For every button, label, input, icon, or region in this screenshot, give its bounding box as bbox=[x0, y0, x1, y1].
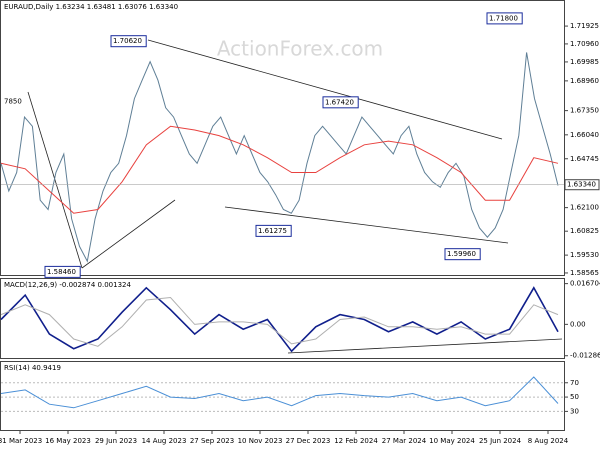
level-label: 1.71800 bbox=[489, 14, 518, 22]
y-tick-label: 1.66040 bbox=[570, 131, 599, 139]
y-tick-label: 1.59530 bbox=[570, 251, 599, 259]
price-line bbox=[0, 52, 559, 263]
last-price-label: 1.63340 bbox=[567, 181, 596, 189]
macd-title: MACD(12,26,9) -0.002874 0.001324 bbox=[4, 281, 131, 289]
level-box bbox=[486, 12, 523, 25]
y-tick-label: 1.58565 bbox=[570, 269, 599, 277]
x-tick-label: 12 Feb 2024 bbox=[334, 437, 378, 445]
level-label: 1.59960 bbox=[447, 250, 476, 258]
y-tick-label: 1.69985 bbox=[570, 58, 599, 66]
y-tick-label: 0.00 bbox=[570, 320, 586, 328]
y-tick-label: 1.64745 bbox=[570, 155, 599, 163]
moving-average-line bbox=[0, 125, 559, 214]
macd-line bbox=[0, 286, 559, 353]
level-label: 1.61275 bbox=[258, 227, 287, 235]
y-tick-label: 1.67350 bbox=[570, 107, 599, 115]
x-tick-label: 27 Dec 2023 bbox=[286, 437, 331, 445]
y-tick-label: 50 bbox=[570, 393, 579, 401]
watermark: ActionForex.com bbox=[217, 37, 383, 61]
x-tick-label: 14 Aug 2023 bbox=[142, 437, 187, 445]
rsi-title: RSI(14) 40.9419 bbox=[4, 364, 61, 372]
level-label: 1.67420 bbox=[325, 98, 354, 106]
x-tick-label: 25 Jun 2024 bbox=[479, 437, 522, 445]
level-label: 7850 bbox=[4, 97, 22, 105]
x-tick-label: 31 Mar 2023 bbox=[0, 437, 42, 445]
level-label: 1.58460 bbox=[47, 268, 76, 276]
macd-frame bbox=[0, 278, 565, 359]
trendlines bbox=[27, 39, 563, 354]
y-tick-label: 1.62100 bbox=[570, 204, 599, 212]
trendline bbox=[81, 199, 176, 269]
y-tick-label: 1.68960 bbox=[570, 77, 599, 85]
y-tick-label: 0.016704 bbox=[570, 280, 600, 288]
y-tick-label: 30 bbox=[570, 407, 579, 415]
x-tick-label: 27 Sep 2023 bbox=[190, 437, 234, 445]
y-tick-label: 1.70960 bbox=[570, 40, 599, 48]
last-price-box bbox=[564, 179, 600, 191]
level-box bbox=[444, 248, 481, 261]
x-tick-label: 29 Jun 2023 bbox=[95, 437, 137, 445]
price-frame bbox=[0, 0, 565, 276]
level-box bbox=[110, 35, 147, 48]
rsi-frame bbox=[0, 361, 565, 431]
level-label: 1.70620 bbox=[113, 37, 142, 45]
y-tick-label: 1.60825 bbox=[570, 227, 599, 235]
trendline bbox=[224, 206, 509, 244]
level-box bbox=[322, 96, 359, 109]
rsi-line bbox=[0, 376, 559, 409]
trendline bbox=[27, 91, 83, 269]
level-box bbox=[44, 265, 81, 278]
x-tick-label: 27 Mar 2024 bbox=[382, 437, 427, 445]
signal-line bbox=[0, 296, 559, 347]
trendline bbox=[287, 338, 563, 354]
chart-title: EURAUD,Daily 1.63234 1.63481 1.63076 1.6… bbox=[4, 3, 178, 11]
x-tick-label: 10 May 2024 bbox=[429, 437, 475, 445]
x-tick-label: 10 Nov 2023 bbox=[238, 437, 283, 445]
x-tick-label: 16 May 2023 bbox=[45, 437, 91, 445]
y-tick-label: -0.012869 bbox=[570, 352, 600, 360]
x-tick-label: 8 Aug 2024 bbox=[528, 437, 569, 445]
trendline bbox=[147, 39, 503, 140]
level-box bbox=[255, 224, 292, 237]
y-tick-label: 1.71925 bbox=[570, 22, 599, 30]
y-tick-label: 70 bbox=[570, 379, 579, 387]
